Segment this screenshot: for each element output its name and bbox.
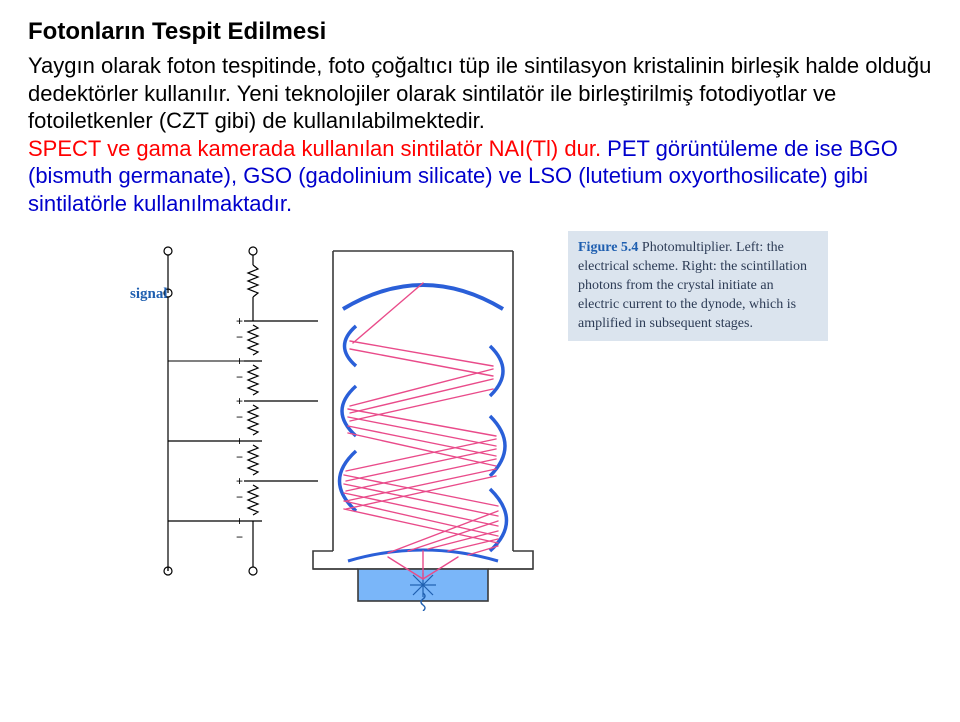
figure-caption: Figure 5.4 Photomultiplier. Left: the el…	[568, 231, 828, 341]
minus-4: −	[236, 450, 243, 464]
signal-label: signal	[130, 286, 168, 302]
photomultiplier-diagram: signal + − + − + − + −	[128, 231, 558, 611]
intro-paragraph: Yaygın olarak foton tespitinde, foto çoğ…	[28, 52, 932, 217]
resistor-3	[248, 405, 258, 435]
resistor-2	[248, 365, 258, 395]
terminal-top-left	[164, 247, 172, 255]
minus-6: −	[236, 530, 243, 544]
figure-area: signal + − + − + − + −	[128, 231, 932, 611]
figure-label: Figure 5.4	[578, 240, 638, 255]
terminal-bottom-right	[249, 567, 257, 575]
minus-1: −	[236, 330, 243, 344]
plus-5: +	[236, 474, 243, 488]
minus-5: −	[236, 490, 243, 504]
terminal-top-right	[249, 247, 257, 255]
electron-rays	[344, 283, 498, 579]
resistor-top	[248, 265, 258, 297]
minus-2: −	[236, 370, 243, 384]
resistor-1	[248, 325, 258, 355]
plus-3: +	[236, 394, 243, 408]
minus-3: −	[236, 410, 243, 424]
plus-1: +	[236, 314, 243, 328]
resistor-4	[248, 445, 258, 475]
resistor-5	[248, 485, 258, 515]
intro-text: Yaygın olarak foton tespitinde, foto çoğ…	[28, 53, 931, 133]
spect-text: SPECT ve gama kamerada kullanılan sintil…	[28, 136, 607, 161]
page-title: Fotonların Tespit Edilmesi	[28, 18, 932, 46]
dynode-top	[343, 285, 503, 309]
